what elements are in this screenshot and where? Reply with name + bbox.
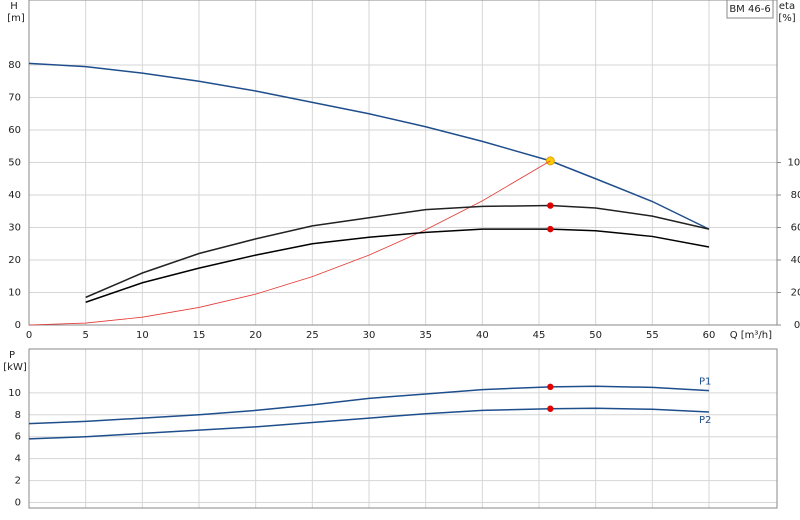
x-label: Q [m³/h]: [730, 330, 772, 341]
curve: [85, 228, 710, 303]
y-tick-label: 50: [8, 158, 21, 169]
x-tick-label: 30: [363, 330, 376, 341]
y-tick-label: 10: [8, 288, 21, 299]
y-tick-label: 40: [8, 190, 21, 201]
y-tick-label: 0: [15, 498, 21, 509]
y-tick-label: 30: [8, 223, 21, 234]
y2-tick-label: 40: [791, 255, 800, 266]
x-tick-label: 40: [476, 330, 489, 341]
x-tick-label: 0: [26, 330, 32, 341]
y-tick-label: 80: [8, 60, 21, 71]
x-tick-label: 15: [193, 330, 206, 341]
y-unit: [m]: [7, 13, 25, 24]
y2-unit: [%]: [778, 13, 795, 24]
y2-label: eta: [779, 1, 795, 12]
x-tick-label: 45: [533, 330, 546, 341]
y2-tick-label: 20: [791, 288, 800, 299]
curve: [28, 160, 551, 326]
y2-tick-label: 100: [787, 158, 800, 169]
chart-title: BM 46-6: [729, 4, 770, 15]
title-box: [726, 0, 774, 19]
series-label: P2: [699, 415, 711, 426]
y2-tick-label: 80: [791, 190, 800, 201]
curve: [85, 204, 710, 299]
y-tick-label: 60: [8, 125, 21, 136]
x-tick-label: 60: [703, 330, 716, 341]
curve: [28, 407, 710, 440]
y-tick-label: 20: [8, 255, 21, 266]
x-tick-label: 10: [136, 330, 149, 341]
y-tick-label: 4: [15, 454, 21, 465]
x-tick-label: 55: [646, 330, 659, 341]
y2-tick-label: 0: [794, 320, 800, 331]
y-tick-label: 6: [15, 432, 21, 443]
duty-point: [547, 202, 554, 209]
y-label: P: [9, 350, 15, 361]
x-tick-label: 5: [82, 330, 88, 341]
y2-tick-label: 60: [791, 223, 800, 234]
plot-frame: [28, 348, 778, 509]
plot-frame: [28, 0, 778, 326]
duty-point: [547, 383, 554, 391]
x-tick-label: 35: [419, 330, 432, 341]
y-tick-label: 10: [8, 388, 21, 399]
x-tick-label: 25: [306, 330, 319, 341]
duty-point: [547, 405, 554, 412]
series-label: P1: [699, 377, 711, 388]
y-unit: [kW]: [3, 362, 27, 373]
duty-point: [547, 225, 554, 233]
curve: [28, 385, 710, 425]
x-tick-label: 50: [589, 330, 602, 341]
y-label: H: [10, 1, 18, 12]
y-tick-label: 8: [15, 410, 21, 421]
y-tick-label: 0: [15, 320, 21, 331]
y-tick-label: 2: [15, 476, 21, 487]
x-tick-label: 20: [249, 330, 262, 341]
y-tick-label: 70: [8, 93, 21, 104]
curve: [28, 62, 710, 230]
